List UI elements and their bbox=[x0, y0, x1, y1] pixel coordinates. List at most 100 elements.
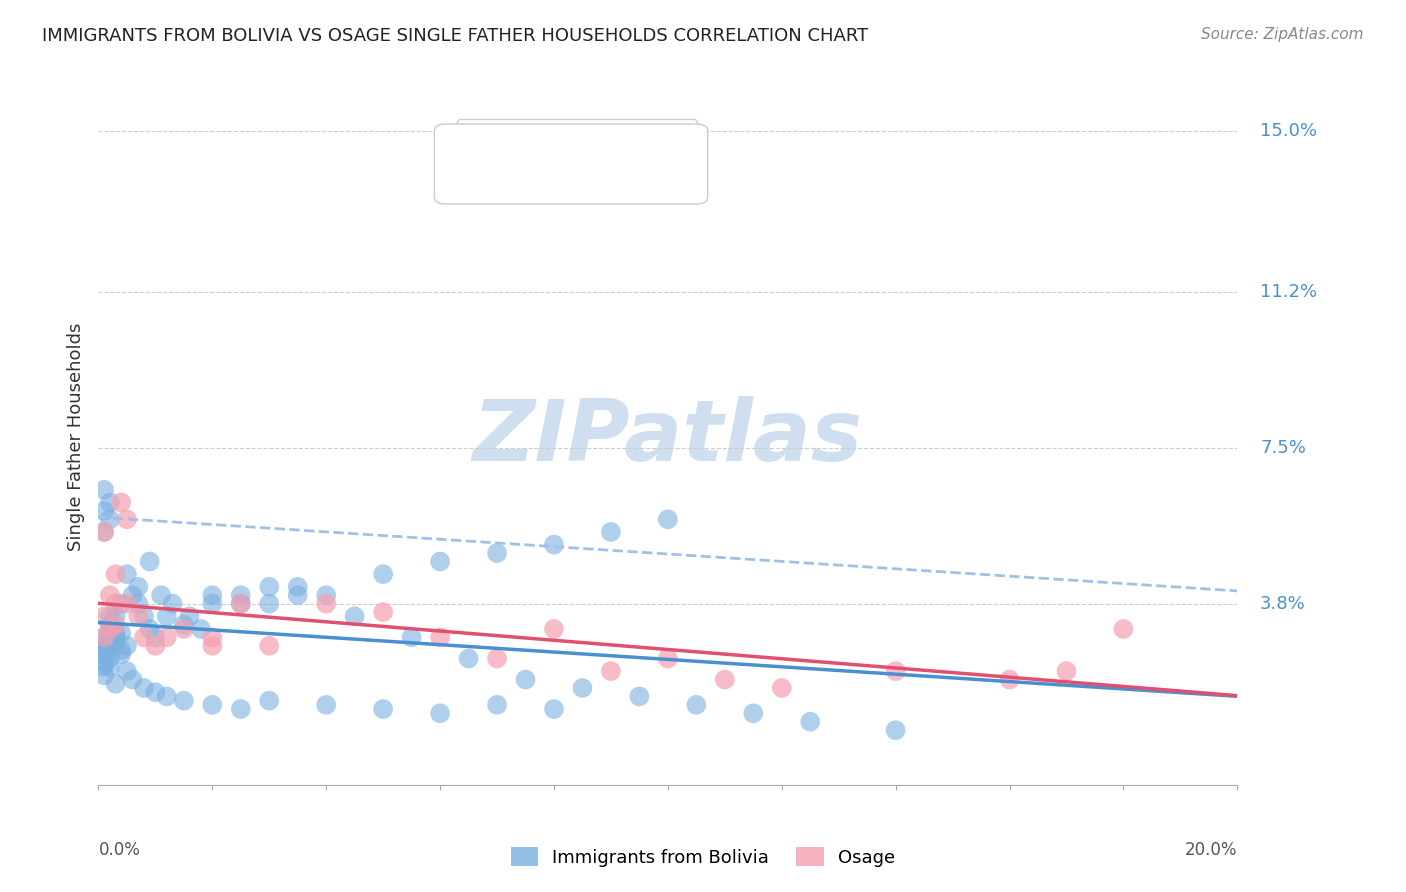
Immigrants from Bolivia bbox=[98, 651, 121, 665]
Immigrants from Bolivia bbox=[884, 723, 907, 738]
Immigrants from Bolivia bbox=[98, 660, 121, 674]
Immigrants from Bolivia bbox=[138, 554, 160, 568]
Immigrants from Bolivia bbox=[98, 495, 121, 509]
Immigrants from Bolivia bbox=[229, 597, 252, 611]
Immigrants from Bolivia bbox=[315, 698, 337, 712]
Immigrants from Bolivia bbox=[571, 681, 593, 695]
Osage bbox=[156, 631, 179, 645]
Immigrants from Bolivia bbox=[104, 634, 127, 648]
Immigrants from Bolivia bbox=[145, 685, 167, 699]
Immigrants from Bolivia bbox=[287, 588, 309, 602]
Text: 11.2%: 11.2% bbox=[1260, 283, 1317, 301]
Immigrants from Bolivia bbox=[121, 588, 143, 602]
Osage bbox=[104, 567, 127, 582]
Osage bbox=[1056, 664, 1078, 678]
Immigrants from Bolivia bbox=[104, 631, 127, 645]
Immigrants from Bolivia bbox=[201, 597, 224, 611]
Osage bbox=[145, 639, 167, 653]
Immigrants from Bolivia bbox=[110, 647, 132, 661]
Osage bbox=[173, 622, 195, 636]
Immigrants from Bolivia bbox=[259, 597, 281, 611]
Osage bbox=[93, 524, 115, 539]
Immigrants from Bolivia bbox=[543, 702, 565, 716]
Immigrants from Bolivia bbox=[104, 639, 127, 653]
Immigrants from Bolivia bbox=[190, 622, 212, 636]
Immigrants from Bolivia bbox=[93, 660, 115, 674]
Immigrants from Bolivia bbox=[93, 639, 115, 653]
Immigrants from Bolivia bbox=[515, 673, 537, 687]
Immigrants from Bolivia bbox=[115, 567, 138, 582]
Osage bbox=[229, 597, 252, 611]
Immigrants from Bolivia bbox=[93, 483, 115, 497]
Immigrants from Bolivia bbox=[93, 647, 115, 661]
Osage bbox=[998, 673, 1021, 687]
Immigrants from Bolivia bbox=[543, 538, 565, 552]
Immigrants from Bolivia bbox=[104, 677, 127, 691]
Osage bbox=[110, 495, 132, 509]
Immigrants from Bolivia bbox=[93, 647, 115, 661]
Immigrants from Bolivia bbox=[93, 631, 115, 645]
Immigrants from Bolivia bbox=[229, 588, 252, 602]
Osage bbox=[600, 664, 623, 678]
Osage bbox=[201, 639, 224, 653]
Immigrants from Bolivia bbox=[110, 626, 132, 640]
Text: 20.0%: 20.0% bbox=[1185, 840, 1237, 859]
Immigrants from Bolivia bbox=[132, 609, 155, 624]
Immigrants from Bolivia bbox=[229, 702, 252, 716]
Osage bbox=[373, 605, 395, 619]
Text: 7.5%: 7.5% bbox=[1260, 439, 1306, 457]
Immigrants from Bolivia bbox=[121, 673, 143, 687]
Immigrants from Bolivia bbox=[315, 588, 337, 602]
Immigrants from Bolivia bbox=[110, 597, 132, 611]
Immigrants from Bolivia bbox=[127, 597, 149, 611]
Osage bbox=[1112, 622, 1135, 636]
Immigrants from Bolivia bbox=[156, 609, 179, 624]
Text: ZIPatlas: ZIPatlas bbox=[472, 395, 863, 479]
Osage bbox=[486, 651, 509, 665]
Immigrants from Bolivia bbox=[486, 546, 509, 560]
Immigrants from Bolivia bbox=[104, 631, 127, 645]
Immigrants from Bolivia bbox=[115, 664, 138, 678]
Osage bbox=[93, 609, 115, 624]
Immigrants from Bolivia bbox=[373, 702, 395, 716]
Osage bbox=[98, 622, 121, 636]
Immigrants from Bolivia bbox=[429, 706, 451, 721]
Osage bbox=[93, 631, 115, 645]
FancyBboxPatch shape bbox=[434, 124, 707, 204]
Immigrants from Bolivia bbox=[179, 609, 201, 624]
Osage bbox=[98, 588, 121, 602]
Immigrants from Bolivia bbox=[93, 524, 115, 539]
Immigrants from Bolivia bbox=[685, 698, 707, 712]
Immigrants from Bolivia bbox=[127, 580, 149, 594]
Osage bbox=[657, 651, 679, 665]
Immigrants from Bolivia bbox=[401, 631, 423, 645]
Immigrants from Bolivia bbox=[150, 588, 173, 602]
Immigrants from Bolivia bbox=[93, 656, 115, 670]
Immigrants from Bolivia bbox=[201, 698, 224, 712]
Immigrants from Bolivia bbox=[201, 588, 224, 602]
Text: 3.8%: 3.8% bbox=[1260, 595, 1306, 613]
Immigrants from Bolivia bbox=[93, 504, 115, 518]
Osage bbox=[201, 631, 224, 645]
Immigrants from Bolivia bbox=[98, 622, 121, 636]
Immigrants from Bolivia bbox=[457, 651, 479, 665]
Immigrants from Bolivia bbox=[104, 609, 127, 624]
Immigrants from Bolivia bbox=[173, 693, 195, 707]
Immigrants from Bolivia bbox=[373, 567, 395, 582]
Y-axis label: Single Father Households: Single Father Households bbox=[66, 323, 84, 551]
Legend: Immigrants from Bolivia, Osage: Immigrants from Bolivia, Osage bbox=[503, 840, 903, 874]
Osage bbox=[770, 681, 793, 695]
Osage bbox=[104, 617, 127, 632]
Immigrants from Bolivia bbox=[93, 643, 115, 657]
Immigrants from Bolivia bbox=[259, 580, 281, 594]
Immigrants from Bolivia bbox=[93, 639, 115, 653]
Osage bbox=[132, 631, 155, 645]
Osage bbox=[884, 664, 907, 678]
Immigrants from Bolivia bbox=[104, 634, 127, 648]
Osage bbox=[115, 597, 138, 611]
Immigrants from Bolivia bbox=[628, 690, 651, 704]
Osage bbox=[543, 622, 565, 636]
Immigrants from Bolivia bbox=[98, 622, 121, 636]
Immigrants from Bolivia bbox=[132, 681, 155, 695]
Osage bbox=[429, 631, 451, 645]
